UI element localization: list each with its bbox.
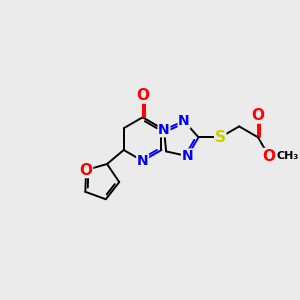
Text: O: O (262, 149, 275, 164)
Text: CH₃: CH₃ (276, 151, 298, 161)
Text: O: O (136, 88, 149, 103)
Text: N: N (178, 114, 190, 128)
Text: O: O (80, 163, 93, 178)
Text: N: N (158, 123, 170, 137)
Text: O: O (251, 108, 265, 123)
Text: N: N (182, 149, 193, 163)
Text: S: S (215, 130, 226, 145)
Text: N: N (137, 154, 148, 168)
